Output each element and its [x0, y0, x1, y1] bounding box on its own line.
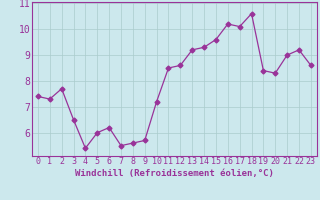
X-axis label: Windchill (Refroidissement éolien,°C): Windchill (Refroidissement éolien,°C) [75, 169, 274, 178]
